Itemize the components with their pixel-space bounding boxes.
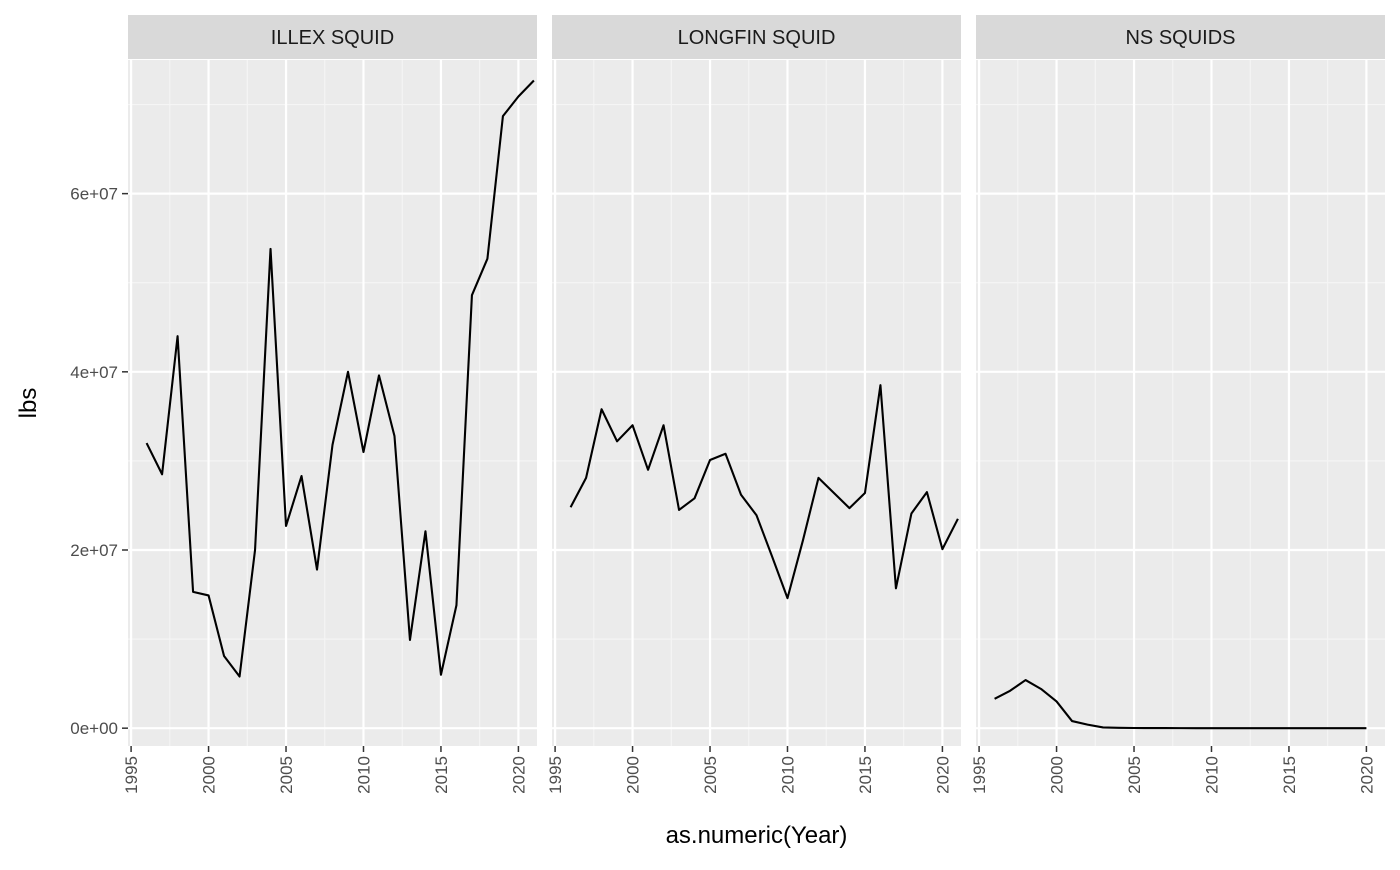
facet-strip xyxy=(976,15,1385,59)
facet-panel-ns-squids: NS SQUIDS 1995 2000 2005 2010 2015 2020 xyxy=(970,15,1385,794)
series-line-longfin-squid xyxy=(569,384,959,600)
panel-background xyxy=(552,60,961,746)
x-tick-label: 2020 xyxy=(1357,756,1376,794)
y-tick-label: 2e+07 xyxy=(70,541,118,560)
x-tick-label: 2010 xyxy=(778,756,797,794)
y-axis-title: lbs xyxy=(15,388,42,419)
y-tick-label: 4e+07 xyxy=(70,363,118,382)
x-tick-label: 2010 xyxy=(1202,756,1221,794)
x-tick-label: 2010 xyxy=(354,756,373,794)
x-tick-label: 1995 xyxy=(546,756,565,794)
facet-panel-longfin-squid: LONGFIN SQUID 1995 2000 2005 2010 2015 2020 xyxy=(546,15,961,794)
facet-strip xyxy=(552,15,961,59)
facet-panel-illex-squid: ILLEX SQUID 1995 2000 2005 2010 2015 2020 0e+00… xyxy=(70,15,537,794)
x-tick-label: 1995 xyxy=(970,756,989,794)
x-tick-label: 2020 xyxy=(509,756,528,794)
x-tick-label: 2000 xyxy=(1048,756,1067,794)
x-tick-label: 2015 xyxy=(1280,756,1299,794)
x-tick-label: 2015 xyxy=(432,756,451,794)
x-tick-label: 2005 xyxy=(701,756,720,794)
panel-background xyxy=(128,60,537,746)
x-tick-label: 2000 xyxy=(200,756,219,794)
x-tick-label: 2005 xyxy=(1125,756,1144,794)
x-axis-title: as.numeric(Year) xyxy=(666,822,848,849)
facet-strip-label: LONGFIN SQUID xyxy=(678,27,836,49)
facet-strip xyxy=(128,15,537,59)
x-tick-label: 1995 xyxy=(122,756,141,794)
x-tick-label: 2005 xyxy=(277,756,296,794)
y-tick-label: 6e+07 xyxy=(70,185,118,204)
x-tick-label: 2015 xyxy=(856,756,875,794)
panel-background xyxy=(976,60,1385,746)
x-tick-label: 2000 xyxy=(624,756,643,794)
facet-strip-label: NS SQUIDS xyxy=(1125,27,1235,49)
facet-strip-label: ILLEX SQUID xyxy=(271,27,394,49)
y-tick-label: 0e+00 xyxy=(70,719,118,738)
series-line-ns-squids xyxy=(994,679,1367,730)
series-line-illex-squid xyxy=(145,79,535,678)
x-tick-label: 2020 xyxy=(933,756,952,794)
